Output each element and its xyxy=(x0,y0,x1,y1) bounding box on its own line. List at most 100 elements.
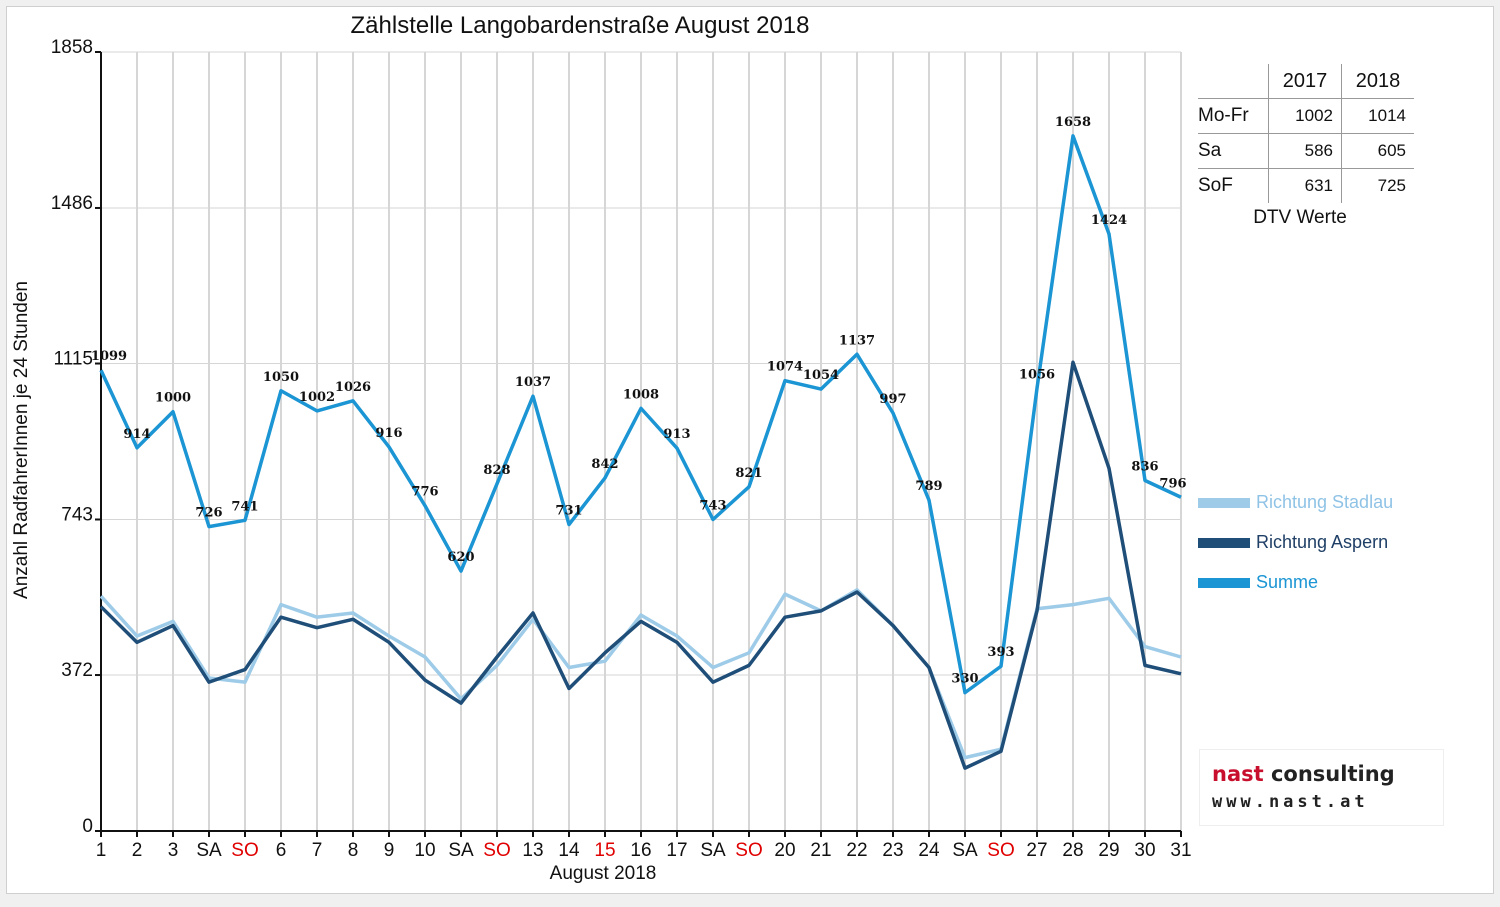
data-label: 828 xyxy=(483,463,510,478)
x-tick-label: SA xyxy=(448,840,474,861)
data-label: 916 xyxy=(375,426,402,441)
legend-swatch-summe xyxy=(1198,578,1250,588)
y-tick-label: 0 xyxy=(82,816,93,837)
data-label: 796 xyxy=(1159,476,1186,491)
dtv-row-label: Mo-Fr xyxy=(1198,98,1269,134)
data-label: 620 xyxy=(447,550,474,565)
x-axis-label: August 2018 xyxy=(549,863,657,884)
dtv-header-empty xyxy=(1198,64,1269,99)
x-tick-label: 8 xyxy=(348,840,359,861)
x-tick-label: 23 xyxy=(882,840,903,861)
data-label: 743 xyxy=(699,498,726,513)
x-tick-label: 21 xyxy=(810,840,831,861)
series-line-summe xyxy=(99,134,1182,695)
data-label: 1054 xyxy=(803,368,839,383)
data-label: 1424 xyxy=(1091,213,1127,228)
data-label: 1002 xyxy=(299,390,335,405)
dtv-row: Mo-Fr 1002 1014 xyxy=(1198,98,1414,134)
logo-dark-text: consulting xyxy=(1263,762,1395,786)
y-axis-label: Anzahl RadfahrerInnen je 24 Stunden xyxy=(11,281,32,599)
dtv-value-2017: 586 xyxy=(1268,133,1342,169)
x-tick-label: 22 xyxy=(846,840,867,861)
legend-label-richtung-aspern: Richtung Aspern xyxy=(1256,532,1389,552)
data-label: 330 xyxy=(951,672,978,687)
dtv-table: 2017 2018 Mo-Fr 1002 1014 Sa 586 605 SoF… xyxy=(1198,64,1414,203)
nast-consulting-logo: nast consulting www.nast.at xyxy=(1200,750,1443,825)
x-tick-label: 1 xyxy=(96,840,107,861)
x-tick-label: 31 xyxy=(1170,840,1191,861)
data-label: 1099 xyxy=(91,349,127,364)
x-tick-label: 7 xyxy=(312,840,323,861)
dtv-value-2018: 605 xyxy=(1341,133,1414,169)
data-label: 1056 xyxy=(1019,367,1055,382)
x-tick-label: 17 xyxy=(666,840,687,861)
x-tick-label: 28 xyxy=(1062,840,1083,861)
x-tick-label: 14 xyxy=(558,840,580,861)
data-label: 1037 xyxy=(515,375,551,390)
y-tick-label: 1486 xyxy=(51,193,93,214)
data-label: 821 xyxy=(735,466,762,481)
y-tick-label: 1858 xyxy=(51,37,93,58)
legend-label-richtung-stadlau: Richtung Stadlau xyxy=(1256,492,1394,512)
x-tick-label: 2 xyxy=(132,840,143,861)
x-tick-label: 27 xyxy=(1026,840,1047,861)
data-label: 997 xyxy=(879,392,906,407)
x-tick-label: SO xyxy=(483,840,510,861)
x-tick-label: SA xyxy=(196,840,222,861)
data-label: 913 xyxy=(663,427,690,442)
x-tick-label: 13 xyxy=(522,840,543,861)
dtv-header-2018: 2018 xyxy=(1341,64,1414,99)
data-label: 1026 xyxy=(335,380,371,395)
series-line-richtung-aspern xyxy=(99,360,1182,770)
x-tick-label: 9 xyxy=(384,840,395,861)
data-label: 1000 xyxy=(155,391,191,406)
x-tick-label: SO xyxy=(987,840,1014,861)
dtv-row: SoF 631 725 xyxy=(1198,168,1414,203)
logo-url: www.nast.at xyxy=(1212,792,1369,812)
y-tick-label: 1115 xyxy=(54,349,93,370)
data-label: 842 xyxy=(591,457,618,472)
dtv-caption: DTV Werte xyxy=(1253,207,1347,228)
dtv-value-2018: 1014 xyxy=(1341,98,1414,134)
data-label: 731 xyxy=(555,504,582,519)
data-label: 789 xyxy=(915,479,942,494)
y-tick-label: 372 xyxy=(61,660,93,681)
data-label: 1008 xyxy=(623,387,659,402)
legend-label-summe: Summe xyxy=(1256,572,1319,592)
dtv-row-label: SoF xyxy=(1198,168,1269,203)
x-tick-label: 16 xyxy=(630,840,651,861)
x-tick-label: 6 xyxy=(276,840,287,861)
data-label: 741 xyxy=(231,499,258,514)
x-tick-label: 20 xyxy=(774,840,795,861)
dtv-header-row: 2017 2018 xyxy=(1198,64,1414,99)
dtv-value-2018: 725 xyxy=(1341,168,1414,203)
y-tick-label: 743 xyxy=(61,504,93,525)
x-tick-label: 24 xyxy=(918,840,940,861)
data-label: 393 xyxy=(987,645,1014,660)
dtv-value-2017: 631 xyxy=(1268,168,1342,203)
data-label: 1137 xyxy=(839,333,875,348)
dtv-header-2017: 2017 xyxy=(1268,64,1342,99)
dtv-row: Sa 586 605 xyxy=(1198,133,1414,169)
data-label: 1074 xyxy=(767,360,803,375)
dtv-value-2017: 1002 xyxy=(1268,98,1342,134)
x-tick-label: 15 xyxy=(594,840,615,861)
data-label: 1658 xyxy=(1055,115,1091,130)
legend-swatch-richtung-stadlau xyxy=(1198,498,1250,508)
data-label: 836 xyxy=(1131,459,1158,474)
x-tick-label: SA xyxy=(700,840,726,861)
x-tick-label: SO xyxy=(231,840,258,861)
x-tick-label: SA xyxy=(952,840,978,861)
data-label: 776 xyxy=(411,485,438,500)
x-tick-label: 10 xyxy=(414,840,435,861)
data-label: 726 xyxy=(195,506,222,521)
data-label: 1050 xyxy=(263,370,299,385)
legend-swatch-richtung-aspern xyxy=(1198,538,1250,548)
chart-title: Zählstelle Langobardenstraße August 2018 xyxy=(350,12,810,39)
x-tick-label: SO xyxy=(735,840,762,861)
data-label: 914 xyxy=(123,427,150,442)
x-tick-label: 30 xyxy=(1134,840,1155,861)
dtv-row-label: Sa xyxy=(1198,133,1269,169)
x-tick-label: 29 xyxy=(1098,840,1119,861)
